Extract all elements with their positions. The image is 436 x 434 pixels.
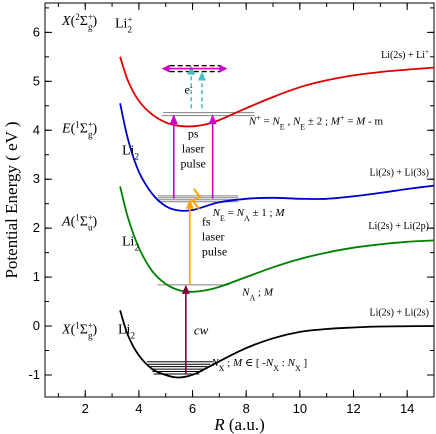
state-label-ion: X(2Σ+ g) <box>61 12 97 32</box>
na-annotation: NA ; M <box>241 287 274 303</box>
ps-label-line: ps <box>188 127 199 141</box>
y-tick-label: 2 <box>33 220 40 235</box>
plot-frame <box>44 2 435 398</box>
asymptote-label-ion: Li(2s) + Li+ <box>381 48 429 61</box>
x-tick-label: 6 <box>189 401 196 416</box>
fs-arrow-head <box>185 198 194 209</box>
asymptote-label-X: Li(2s) + Li(2s) <box>369 307 429 318</box>
x-tick-label: 10 <box>293 401 307 416</box>
nplus-annotation: N+ = NE , NE ± 2 ; M+ = M - m <box>248 113 384 131</box>
fs-label-line: fs <box>202 215 211 229</box>
curve-X <box>119 310 435 379</box>
x-tick-label: 4 <box>135 401 142 416</box>
electron-arrow-head <box>197 71 206 81</box>
cw-label: cw <box>194 322 209 337</box>
y-tick-label: 0 <box>33 318 40 333</box>
x-axis-label: R (a.u.) <box>213 415 265 434</box>
y-tick-label: 1 <box>33 269 40 284</box>
ejection-arrow-left <box>161 64 170 73</box>
y-tick-label: 3 <box>33 171 40 186</box>
y-tick-label: 6 <box>33 24 40 39</box>
molecule-label-ion: Li+ 2 <box>115 14 133 34</box>
asymptote-label-E: Li(2s) + Li(3s) <box>369 167 429 178</box>
y-tick-label: 5 <box>33 73 40 88</box>
x-tick-label: 14 <box>400 401 414 416</box>
curve-E <box>119 103 435 212</box>
electron-label: e- <box>185 82 193 97</box>
cw-arrow-head <box>181 284 190 294</box>
asymptote-label-A: Li(2s) + Li(2p) <box>368 221 429 232</box>
molecule-label-X: Li2 <box>118 322 135 340</box>
y-axis-label: Potential Energy ( eV ) <box>2 121 21 278</box>
molecule-label-E: Li2 <box>122 144 139 162</box>
state-label-A: A(1Σ+ u) <box>61 213 97 233</box>
curve-ion <box>119 56 435 128</box>
y-tick-label: -1 <box>28 367 40 382</box>
state-label-E: E(1Σ+ g) <box>61 120 97 140</box>
fs-label-line: pulse <box>202 245 227 259</box>
state-label-X: X(1Σ+ g) <box>61 320 97 340</box>
fs-label-line: laser <box>202 230 225 244</box>
fs-flash <box>191 188 202 210</box>
nx-annotation: NX ; M ∈ [ -NX : NX ] <box>210 357 307 373</box>
ps-label-line: laser <box>182 142 205 156</box>
ejection-arrow-right <box>219 64 228 73</box>
x-tick-label: 12 <box>346 401 360 416</box>
electron-arrow-head <box>187 65 196 75</box>
ne-annotation: NE = NA ± 1 ; M <box>212 207 286 223</box>
ps-arrow-head <box>169 114 178 125</box>
ps-label-line: pulse <box>181 157 206 171</box>
x-tick-label: 2 <box>82 401 89 416</box>
y-tick-label: 4 <box>33 122 40 137</box>
ps-arrow-head <box>208 114 217 125</box>
molecule-label-A: Li2 <box>122 234 139 252</box>
curve-A <box>119 186 435 293</box>
x-tick-label: 8 <box>243 401 250 416</box>
